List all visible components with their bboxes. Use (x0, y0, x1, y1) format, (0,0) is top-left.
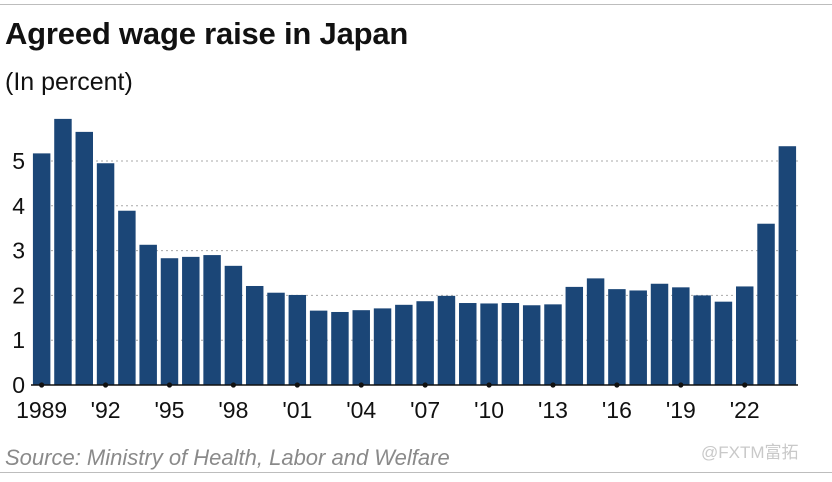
bar-2008 (437, 295, 456, 385)
bar-1996 (182, 256, 200, 385)
bar-1993 (118, 210, 136, 385)
bar-1992 (96, 163, 115, 385)
bar-1989 (32, 153, 51, 385)
x-tick-label: '10 (474, 397, 504, 423)
bar-1994 (139, 244, 157, 385)
bar-2005 (373, 308, 392, 385)
bar-1999 (245, 285, 264, 385)
chart-title: Agreed wage raise in Japan (5, 16, 409, 51)
bottom-rule (0, 472, 832, 473)
x-tick-mark (230, 382, 236, 388)
x-tick-mark (39, 382, 45, 388)
bar-2000 (267, 292, 285, 385)
x-tick-label: 1989 (16, 397, 67, 423)
y-tick-label: 4 (12, 193, 25, 219)
bar-2013 (544, 304, 562, 385)
x-tick-label: '92 (91, 397, 121, 423)
x-tick-label: '13 (538, 397, 568, 423)
x-tick-mark (166, 382, 173, 388)
bar-1991 (75, 131, 93, 385)
x-tick-mark (294, 382, 300, 388)
y-tick-label: 3 (12, 238, 25, 264)
bar-2009 (459, 303, 477, 385)
x-tick-mark (614, 382, 620, 388)
bar-2002 (309, 310, 328, 385)
x-tick-mark (742, 382, 748, 388)
bar-2021 (714, 301, 733, 385)
x-tick-mark (422, 382, 428, 388)
y-tick-label: 1 (12, 327, 25, 353)
bar-2010 (480, 303, 498, 385)
bar-2014 (565, 286, 584, 385)
bar-2001 (288, 294, 307, 385)
bar-chart: 0 1 2 3 4 5 1989 '92 '95 '98 '01 '04 '07 '10 '13 '16 '19… (12, 118, 798, 423)
y-tick-label: 2 (12, 282, 25, 308)
x-tick-mark (678, 382, 684, 388)
watermark: @FXTM富拓 (701, 443, 799, 462)
bar-2016 (608, 289, 626, 385)
x-tick-label: '07 (410, 397, 440, 423)
bar-2004 (352, 310, 370, 385)
bar-2018 (650, 283, 669, 385)
y-tick-label: 0 (12, 372, 25, 398)
chart-subtitle: (In percent) (5, 68, 133, 96)
bar-2019 (672, 287, 690, 385)
bar-1990 (54, 118, 72, 385)
x-tick-label: '01 (282, 397, 312, 423)
x-tick-label: '16 (602, 397, 632, 423)
bar-1995 (160, 258, 179, 385)
x-tick-label: '95 (154, 397, 184, 423)
bar-1998 (224, 265, 243, 385)
bar-1997 (203, 255, 221, 385)
bar-2012 (522, 305, 541, 385)
x-tick-mark (486, 382, 492, 388)
bar-2022 (736, 286, 754, 385)
source-note: Source: Ministry of Health, Labor and We… (5, 445, 450, 470)
bar-2003 (331, 311, 349, 385)
y-tick-label: 5 (12, 148, 25, 174)
x-tick-label: '04 (346, 397, 376, 423)
x-tick-label: '22 (730, 397, 760, 423)
bar-2006 (395, 304, 413, 385)
bar-2007 (416, 301, 434, 385)
x-tick-label: '19 (666, 397, 696, 423)
x-tick-mark (102, 382, 109, 388)
bar-2017 (629, 290, 647, 385)
x-tick-label: '98 (218, 397, 248, 423)
top-rule (0, 4, 832, 5)
bar-2015 (586, 278, 605, 385)
bar-2023 (757, 223, 775, 385)
bar-2020 (693, 295, 711, 385)
bar-2024 (778, 146, 797, 385)
x-tick-mark (550, 382, 556, 388)
x-tick-mark (358, 382, 364, 388)
bar-2011 (501, 303, 520, 385)
